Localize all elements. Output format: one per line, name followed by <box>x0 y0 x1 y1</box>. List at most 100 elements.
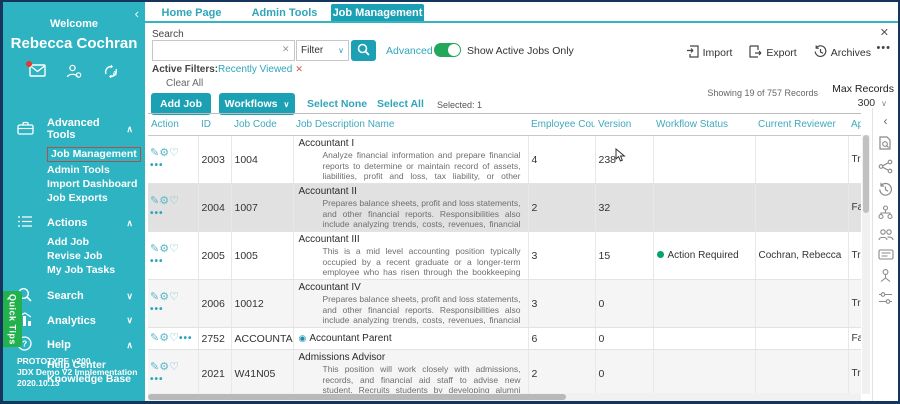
table-row[interactable]: ✎⚙♡ ••• 2021 W41N05 Admissions Advisor Thi… <box>148 349 861 394</box>
clear-all-link[interactable]: Clear All <box>166 78 204 89</box>
sync-icon[interactable]: A <box>103 64 120 79</box>
sliders-icon[interactable] <box>873 287 898 309</box>
row-more-icon[interactable]: ••• <box>150 208 164 219</box>
more-menu-icon[interactable]: ••• <box>876 42 891 54</box>
col-current-reviewer[interactable]: Current Reviewer <box>755 113 848 136</box>
archives-button[interactable]: Archives <box>814 45 871 61</box>
col-employee-count[interactable]: Employee Count <box>528 113 595 136</box>
sidebar-section-analytics[interactable]: Analytics ∨ <box>3 308 145 332</box>
sidebar-item-admin-tools[interactable]: Admin Tools <box>47 164 110 176</box>
import-button[interactable]: Import <box>686 45 732 61</box>
sidebar-section-actions[interactable]: Actions ∧ <box>3 211 145 234</box>
search-input[interactable] <box>152 40 295 61</box>
vertical-scrollbar[interactable] <box>862 135 870 394</box>
job-name[interactable]: Accountant II <box>298 186 357 197</box>
remove-filter-icon[interactable]: ✕ <box>295 64 303 74</box>
col-action[interactable]: Action <box>148 113 198 136</box>
search-button[interactable] <box>351 40 376 61</box>
cell-approved: Tr <box>848 231 861 280</box>
sidebar-section-help[interactable]: ? Help ∧ <box>3 332 145 357</box>
sidebar-section-search[interactable]: Search ∨ <box>3 283 145 308</box>
heart-icon[interactable]: ♡ <box>169 195 179 207</box>
edit-icon[interactable]: ✎ <box>150 147 160 159</box>
advanced-link[interactable]: Advanced <box>386 45 433 57</box>
sidebar-item-my-job-tasks[interactable]: My Job Tasks <box>47 264 116 276</box>
sidebar-section-advanced-tools[interactable]: Advanced Tools ∧ <box>3 113 145 144</box>
org-chart-icon[interactable] <box>873 201 898 224</box>
job-name[interactable]: Accountant IV <box>298 282 361 293</box>
max-records-dropdown[interactable]: 300 ∨ <box>857 97 887 109</box>
scrollbar-thumb[interactable] <box>863 135 869 213</box>
tab-admin-tools[interactable]: Admin Tools <box>251 7 318 19</box>
row-more-icon[interactable]: ••• <box>150 256 164 267</box>
chevron-left-icon[interactable]: ‹ <box>883 114 888 128</box>
sidebar-collapse-icon[interactable]: ‹ <box>134 6 139 21</box>
col-version[interactable]: Version <box>595 113 653 136</box>
mail-icon[interactable] <box>25 61 46 79</box>
edit-icon[interactable]: ✎ <box>150 195 160 207</box>
gear-icon[interactable]: ⚙ <box>159 195 170 207</box>
gear-icon[interactable]: ⚙ <box>159 243 170 255</box>
col-workflow-status[interactable]: Workflow Status <box>653 113 755 136</box>
heart-icon[interactable]: ♡ <box>169 243 179 255</box>
heart-icon[interactable]: ♡ <box>169 291 179 303</box>
gear-icon[interactable]: ⚙ <box>159 291 170 303</box>
sidebar-item-job-exports[interactable]: Job Exports <box>47 192 108 204</box>
scrollbar-thumb[interactable] <box>148 394 566 400</box>
table-row[interactable]: ✎⚙♡ ••• 2006 10012 Accountant IV Prepares … <box>148 279 861 328</box>
share-network-icon[interactable] <box>873 155 898 178</box>
row-more-icon[interactable]: ••• <box>150 160 164 171</box>
group-icon[interactable] <box>873 224 898 245</box>
heart-icon[interactable]: ♡ <box>169 147 179 159</box>
edit-icon[interactable]: ✎ <box>150 243 160 255</box>
tab-job-management[interactable]: Job Management <box>331 4 424 21</box>
row-more-icon[interactable]: ••• <box>150 304 164 315</box>
table-row[interactable]: ✎⚙♡ ••• 2005 1005 Accountant III This is a… <box>148 231 861 280</box>
row-more-icon[interactable]: ••• <box>150 374 164 385</box>
job-name[interactable]: ◉ Accountant Parent <box>298 333 392 344</box>
edit-icon[interactable]: ✎ <box>150 361 160 373</box>
edit-icon[interactable]: ✎ <box>150 291 160 303</box>
person-network-icon[interactable] <box>873 264 898 287</box>
document-search-icon[interactable] <box>873 132 898 155</box>
clear-search-icon[interactable]: ✕ <box>282 44 290 54</box>
sidebar-item-import-dashboard[interactable]: Import Dashboard <box>47 178 138 190</box>
row-more-icon[interactable]: ••• <box>178 333 193 344</box>
active-jobs-toggle[interactable] <box>434 43 461 57</box>
sidebar-item-job-management[interactable]: Job Management <box>47 147 145 162</box>
user-settings-icon[interactable] <box>66 64 83 79</box>
horizontal-scrollbar[interactable] <box>148 393 861 401</box>
close-icon[interactable]: ✕ <box>879 27 889 39</box>
gear-icon[interactable]: ⚙ <box>159 361 170 373</box>
sidebar-item-help-center[interactable]: Help Center <box>47 359 106 371</box>
sidebar-item-revise-job[interactable]: Revise Job <box>47 250 103 262</box>
history-icon[interactable] <box>873 178 898 201</box>
col-id[interactable]: ID <box>198 113 231 136</box>
add-job-button[interactable]: Add Job <box>151 93 211 115</box>
select-none-link[interactable]: Select None <box>307 98 368 110</box>
heart-icon[interactable]: ♡ <box>169 332 179 344</box>
col-name[interactable]: Job Description Name <box>293 113 528 136</box>
filter-dropdown[interactable]: Filter ∨ <box>296 40 349 61</box>
edit-icon[interactable]: ✎ <box>150 332 160 344</box>
table-row[interactable]: ✎⚙♡••• 2752 ACCOUNTANT ◉Accountant Paren… <box>148 327 861 350</box>
gear-icon[interactable]: ⚙ <box>159 147 170 159</box>
quick-tips-tab[interactable]: Quick Tips <box>3 291 22 347</box>
export-button[interactable]: Export <box>749 45 797 61</box>
tab-home-page[interactable]: Home Page <box>161 7 222 19</box>
job-name[interactable]: Admissions Advisor <box>298 352 386 363</box>
badge-icon[interactable] <box>873 245 898 264</box>
job-name[interactable]: Accountant III <box>298 234 360 245</box>
job-name[interactable]: Accountant I <box>298 138 355 149</box>
table-row-selected[interactable]: ✎⚙♡ ••• 2004 1007 Accountant II Prepares b… <box>148 183 861 232</box>
table-row[interactable]: ✎⚙♡ ••• 2003 1004 Accountant I Analyze fin… <box>148 135 861 184</box>
heart-icon[interactable]: ♡ <box>169 361 179 373</box>
sidebar-item-add-job[interactable]: Add Job <box>47 236 89 248</box>
select-all-link[interactable]: Select All <box>377 98 424 110</box>
filter-chip-recently-viewed[interactable]: Recently Viewed ✕ <box>218 64 303 75</box>
col-approved[interactable]: App <box>848 113 861 136</box>
sidebar-item-knowledge-base[interactable]: Knowledge Base <box>47 373 132 385</box>
col-job-code[interactable]: Job Code <box>231 113 293 136</box>
gear-icon[interactable]: ⚙ <box>159 332 170 344</box>
workflows-button[interactable]: Workflows ∨ <box>219 93 295 115</box>
